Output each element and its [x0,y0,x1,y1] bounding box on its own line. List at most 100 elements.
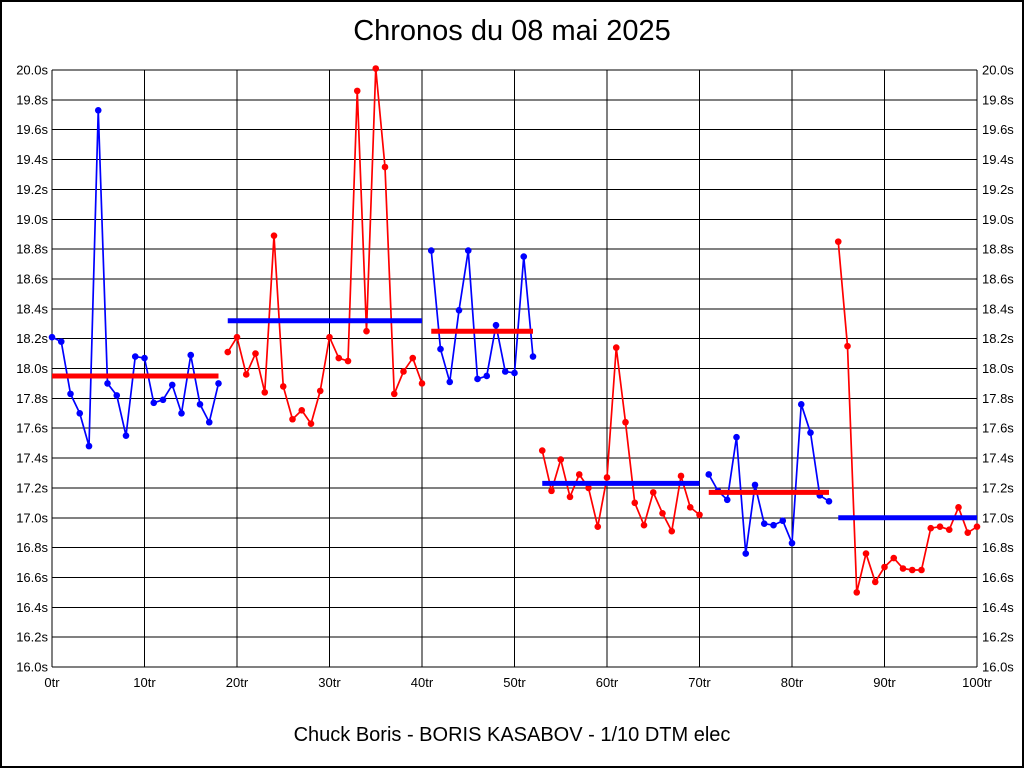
stint-1-lap-point [48,333,56,341]
y-tick-label-right: 19.8s [982,92,1014,107]
stint-6-lap-point [955,504,962,511]
footer-caption: Chuck Boris - BORIS KASABOV - 1/10 DTM e… [293,724,731,746]
data-layer [48,65,981,596]
stint-1-lap-point [57,338,65,345]
stint-5-lap-point [779,517,787,525]
stint-5-lap-point [742,550,750,557]
y-tick-label-right: 17.8s [982,391,1014,406]
y-tick-label-right: 16.6s [982,570,1014,585]
stint-2-lap-point [289,415,296,423]
stint-6-lap-point [908,566,916,574]
y-tick-label-left: 16.8s [16,540,48,555]
stint-2-lap-point [270,232,278,239]
stint-2-lap-point [409,354,417,362]
stint-4-lap-point [538,447,546,454]
stint-5-lap-point [825,498,833,505]
stint-3-lap-point [483,372,491,380]
stint-1-lap-point [187,351,195,359]
stint-6-lap-point [927,524,935,532]
stint-4-lap-point [631,499,639,507]
x-tick-label: 70tr [688,675,711,690]
y-tick-label-right: 18.4s [982,301,1014,316]
y-tick-label-right: 17.0s [982,510,1014,525]
stint-4-lap-point [603,474,611,481]
y-tick-label-left: 18.2s [16,331,48,346]
y-tick-label-right: 16.2s [982,630,1014,645]
stint-1-lap-point [113,392,121,399]
stint-2-line [226,67,423,425]
stint-4-lap-point [686,504,694,511]
x-tick-label: 10tr [133,675,156,690]
stint-2-lap-point [363,327,370,335]
stint-3-lap-point [511,369,518,377]
y-tick-label-left: 16.2s [16,630,48,645]
stint-1-lap-point [168,381,176,389]
stint-5-lap-point [797,401,805,408]
stint-5-lap-point [733,433,740,441]
stint-6-lap-point [890,554,898,562]
stint-4-lap-point [585,484,592,492]
y-tick-label-left: 18.0s [16,361,48,376]
y-tick-label-left: 17.8s [16,391,48,406]
stint-6-lap-point [973,523,981,531]
stint-4-line [541,346,701,533]
y-tick-label-right: 17.4s [982,451,1014,466]
stint-4-lap-point [668,527,676,535]
stint-2-lap-point [326,333,333,341]
stint-2-lap-point [372,65,380,72]
y-tick-label-left: 17.6s [16,421,48,436]
y-tick-label-left: 17.2s [16,480,48,495]
y-tick-label-left: 16.4s [16,600,48,615]
y-tick-label-right: 16.8s [982,540,1014,555]
y-tick-label-right: 19.0s [982,212,1014,227]
x-tick-label: 100tr [962,675,992,690]
stint-2-lap-point [344,357,352,365]
stint-3-lap-point [427,247,435,254]
stint-3-lap-point [492,321,500,329]
stint-1-lap-point [196,401,204,408]
stint-2-lap-point [335,354,343,362]
stint-5-lap-point [770,521,777,529]
y-tick-label-right: 16.0s [982,660,1014,675]
stint-2-lap-point [307,420,315,428]
stint-4-lap-point [649,489,657,496]
stint-2-lap-point [390,390,398,398]
stint-2-lap-point [233,333,241,341]
stint-1-lap-point [205,418,213,426]
x-tick-label: 0tr [44,675,60,690]
stint-4-lap-point [622,418,629,426]
average-lines-layer [52,318,977,521]
stint-1-line [51,109,220,447]
y-tick-label-right: 17.2s [982,480,1014,495]
stint-3-lap-point [437,345,444,353]
stint-5-lap-point [788,539,796,547]
stint-2-lap-point [381,163,389,171]
y-tick-label-right: 18.0s [982,361,1014,376]
stint-1-lap-point [122,432,130,439]
stint-4-lap-point [612,344,620,351]
stint-1-lap-point [141,354,148,362]
stint-6-lap-point [871,578,879,586]
stint-6-lap-point [881,563,888,571]
y-tick-label-left: 20.0s [16,63,48,78]
y-tick-label-left: 18.4s [16,301,48,316]
y-tick-label-left: 16.6s [16,570,48,585]
x-tick-label: 60tr [596,675,619,690]
stint-6-lap-point [945,526,953,533]
stint-5-lap-point [807,429,814,436]
stint-3-lap-point [529,353,537,360]
stint-2-lap-point [298,406,306,414]
x-tick-label: 90tr [873,675,896,690]
y-tick-label-right: 17.6s [982,421,1014,436]
y-tick-label-right: 16.4s [982,600,1014,615]
y-tick-label-left: 18.6s [16,271,48,286]
stint-5-lap-point [705,471,713,478]
y-tick-label-right: 18.2s [982,331,1014,346]
y-tick-label-left: 19.2s [16,182,48,197]
stint-6-lap-point [853,589,861,596]
y-tick-label-left: 19.6s [16,122,48,137]
stint-2-lap-point [261,389,269,396]
stint-6-lap-point [899,565,907,572]
stint-3-lap-point [474,375,481,383]
